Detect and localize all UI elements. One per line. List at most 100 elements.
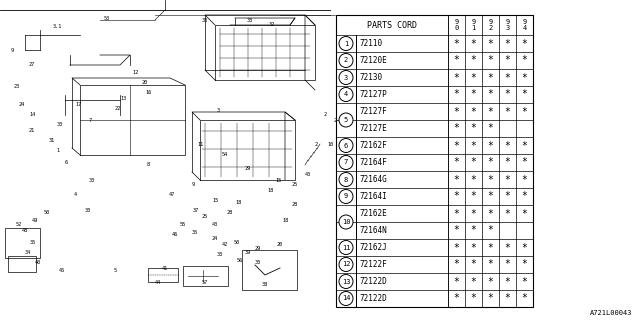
Text: *: *: [504, 174, 511, 185]
Circle shape: [339, 156, 353, 170]
Circle shape: [339, 172, 353, 187]
Text: *: *: [470, 38, 476, 49]
Text: *: *: [470, 209, 476, 219]
Text: *: *: [488, 174, 493, 185]
Text: 7: 7: [88, 117, 92, 123]
Text: *: *: [488, 90, 493, 100]
Text: *: *: [454, 90, 460, 100]
Text: 20: 20: [277, 243, 283, 247]
Text: 72127E: 72127E: [360, 124, 388, 133]
Text: *: *: [454, 140, 460, 150]
Text: 15: 15: [275, 178, 281, 182]
Text: *: *: [470, 226, 476, 236]
Text: *: *: [454, 174, 460, 185]
Text: 43: 43: [305, 172, 311, 178]
Bar: [336, 15, 533, 307]
Text: *: *: [470, 157, 476, 167]
Text: *: *: [504, 209, 511, 219]
Circle shape: [339, 292, 353, 306]
Text: 72127P: 72127P: [360, 90, 388, 99]
Text: *: *: [488, 209, 493, 219]
Circle shape: [339, 139, 353, 153]
Circle shape: [339, 258, 353, 271]
Text: 17: 17: [75, 102, 81, 108]
Text: 57: 57: [202, 279, 208, 284]
Text: *: *: [488, 293, 493, 303]
Text: 50: 50: [44, 210, 50, 214]
Circle shape: [339, 70, 353, 84]
Text: 8: 8: [344, 177, 348, 182]
Text: *: *: [488, 107, 493, 116]
Text: 52: 52: [16, 222, 22, 228]
Text: 3: 3: [344, 75, 348, 81]
Text: *: *: [454, 73, 460, 83]
Text: *: *: [454, 243, 460, 252]
Text: 72164I: 72164I: [360, 192, 388, 201]
Text: 1: 1: [344, 41, 348, 46]
Text: 35: 35: [30, 239, 36, 244]
Text: *: *: [470, 124, 476, 133]
Text: *: *: [470, 140, 476, 150]
Text: *: *: [488, 157, 493, 167]
Text: *: *: [504, 260, 511, 269]
Text: 72120E: 72120E: [360, 56, 388, 65]
Text: *: *: [454, 38, 460, 49]
Text: *: *: [504, 73, 511, 83]
Text: 9
1: 9 1: [472, 19, 476, 31]
Text: 7: 7: [344, 159, 348, 165]
Text: 72162J: 72162J: [360, 243, 388, 252]
Text: 30: 30: [85, 207, 91, 212]
Text: 39: 39: [245, 250, 251, 254]
Text: 33: 33: [217, 252, 223, 258]
Text: *: *: [470, 55, 476, 66]
Text: 2: 2: [344, 58, 348, 63]
Circle shape: [339, 275, 353, 289]
Text: 8: 8: [147, 163, 150, 167]
Text: 32: 32: [269, 21, 275, 27]
Text: *: *: [470, 243, 476, 252]
Text: 38: 38: [262, 283, 268, 287]
Text: *: *: [522, 38, 527, 49]
Text: *: *: [504, 38, 511, 49]
Text: *: *: [504, 243, 511, 252]
Text: *: *: [470, 293, 476, 303]
Circle shape: [339, 215, 353, 229]
Text: 3: 3: [216, 108, 220, 113]
Text: 72164F: 72164F: [360, 158, 388, 167]
Text: *: *: [470, 90, 476, 100]
Text: 56: 56: [237, 258, 243, 262]
Text: *: *: [522, 73, 527, 83]
Text: 21: 21: [29, 127, 35, 132]
Text: *: *: [488, 124, 493, 133]
Text: *: *: [522, 140, 527, 150]
Text: 2: 2: [333, 117, 337, 123]
Text: 9
0: 9 0: [454, 19, 459, 31]
Text: *: *: [504, 107, 511, 116]
Text: *: *: [522, 243, 527, 252]
Text: 9: 9: [344, 194, 348, 199]
Text: 72110: 72110: [360, 39, 383, 48]
Text: 11: 11: [342, 244, 350, 251]
Text: 41: 41: [162, 266, 168, 270]
Text: 9
2: 9 2: [488, 19, 493, 31]
Text: *: *: [454, 124, 460, 133]
Text: 72122F: 72122F: [360, 260, 388, 269]
Text: *: *: [470, 276, 476, 286]
Text: 43: 43: [212, 222, 218, 228]
Circle shape: [339, 113, 353, 127]
Text: 11: 11: [197, 142, 203, 148]
Circle shape: [339, 87, 353, 101]
Text: 2: 2: [323, 113, 326, 117]
Text: *: *: [504, 191, 511, 202]
Text: 72127F: 72127F: [360, 107, 388, 116]
Text: 72162E: 72162E: [360, 209, 388, 218]
Text: 6: 6: [344, 142, 348, 148]
Text: *: *: [488, 38, 493, 49]
Text: 44: 44: [155, 281, 161, 285]
Text: *: *: [454, 55, 460, 66]
Text: 15: 15: [212, 197, 218, 203]
Text: 29: 29: [245, 165, 251, 171]
Text: *: *: [522, 209, 527, 219]
Text: *: *: [454, 226, 460, 236]
Text: 33: 33: [247, 18, 253, 22]
